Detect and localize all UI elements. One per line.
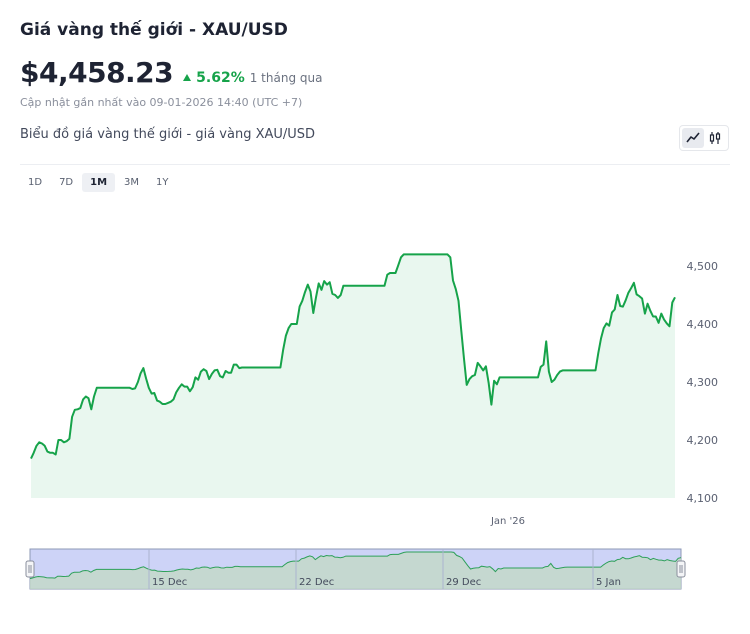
range-7d[interactable]: 7D xyxy=(59,177,74,188)
price-line xyxy=(30,253,676,460)
y-tick-label: 4,200 xyxy=(687,434,719,447)
last-updated: Cập nhật gần nhất vào 09-01-2026 14:40 (… xyxy=(20,96,303,109)
x-tick-label: Jan '26 xyxy=(490,516,525,527)
line-chart-icon xyxy=(686,132,700,143)
price-row: $4,458.23 5.62% 1 tháng qua xyxy=(20,56,322,89)
line-chart-button[interactable] xyxy=(682,128,704,148)
header-divider xyxy=(20,164,730,165)
candlestick-button[interactable] xyxy=(704,128,726,148)
y-tick-label: 4,300 xyxy=(687,376,719,389)
navigator-label: 29 Dec xyxy=(446,577,481,588)
y-tick-label: 4,400 xyxy=(687,318,719,331)
chart-title: Biểu đồ giá vàng thế giới - giá vàng XAU… xyxy=(20,127,316,142)
navigator-area xyxy=(30,552,681,589)
range-1y[interactable]: 1Y xyxy=(156,177,169,188)
y-tick-label: 4,100 xyxy=(687,492,719,505)
navigator-right-handle[interactable] xyxy=(676,560,686,578)
range-3m[interactable]: 3M xyxy=(124,177,140,188)
price-change-percent: 5.62% xyxy=(196,70,245,86)
navigator-left-handle[interactable] xyxy=(25,560,35,578)
current-price: $4,458.23 xyxy=(20,56,174,89)
page-title: Giá vàng thế giới - XAU/USD xyxy=(20,20,288,40)
price-area xyxy=(31,254,675,498)
time-range-selector: 1D 7D 1M 3M 1Y xyxy=(20,173,178,192)
navigator-label: 5 Jan xyxy=(596,577,621,588)
range-1m[interactable]: 1M xyxy=(82,173,116,192)
navigator-label: 15 Dec xyxy=(152,577,187,588)
candlestick-icon xyxy=(709,132,721,144)
range-1d[interactable]: 1D xyxy=(28,177,43,188)
navigator-label: 22 Dec xyxy=(299,577,334,588)
y-tick-label: 4,500 xyxy=(687,260,719,273)
up-arrow-icon xyxy=(183,74,192,81)
chart-type-toggle xyxy=(679,125,729,151)
change-period: 1 tháng qua xyxy=(249,71,323,85)
navigator-line xyxy=(29,551,682,580)
